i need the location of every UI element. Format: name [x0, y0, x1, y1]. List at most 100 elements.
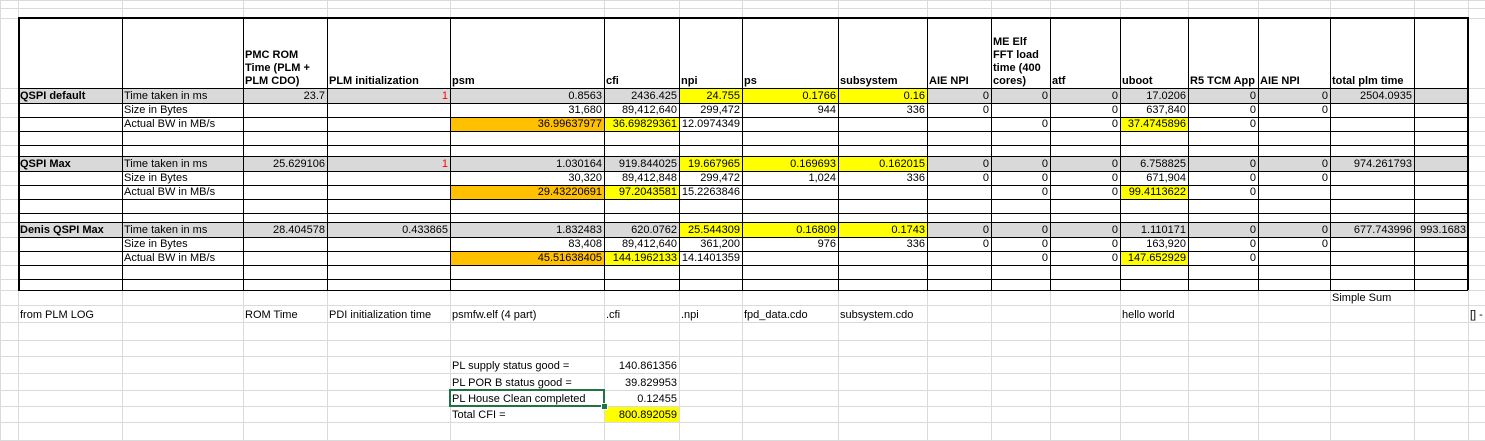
value-cell[interactable]: 336 [906, 238, 925, 250]
column-header-atf[interactable]: atf [1052, 75, 1066, 87]
value-cell[interactable]: 677.743996 [1353, 224, 1412, 236]
value-cell[interactable]: 14.1401359 [681, 252, 740, 264]
value-cell[interactable]: 99.4113622 [1128, 186, 1186, 198]
value-cell[interactable]: 97.2043581 [618, 186, 677, 198]
value-cell[interactable]: 974.261793 [1353, 158, 1412, 170]
row-label[interactable]: Size in Bytes [124, 172, 188, 184]
value-cell[interactable]: 45.51638405 [537, 252, 602, 264]
value-cell[interactable]: 19.667965 [688, 158, 740, 170]
value-cell[interactable]: 0.433865 [402, 224, 448, 236]
value-cell[interactable]: 0.1766 [802, 90, 836, 102]
value-cell[interactable]: 83,408 [568, 238, 602, 250]
value-cell[interactable]: 0 [1111, 186, 1118, 198]
column-header-aie-npi2[interactable]: AIE NPI [1260, 75, 1300, 87]
value-cell[interactable]: 0 [1321, 104, 1328, 116]
column-header-total-plm[interactable]: total plm time [1332, 75, 1404, 87]
pl-stat-value[interactable]: 39.829953 [625, 377, 677, 389]
value-cell[interactable]: 1.110171 [1140, 224, 1186, 236]
value-cell[interactable]: 37.4745896 [1127, 118, 1186, 130]
value-cell[interactable]: 0 [1111, 118, 1118, 130]
value-cell[interactable]: 1 [441, 90, 448, 102]
value-cell[interactable]: 0.162015 [879, 158, 925, 170]
value-cell[interactable]: 15.2263846 [681, 186, 740, 198]
value-cell[interactable]: 0 [1111, 238, 1118, 250]
value-cell[interactable]: 361,200 [700, 238, 740, 250]
value-cell[interactable]: 0 [1111, 104, 1118, 116]
plm-log-rom[interactable]: ROM Time [245, 309, 298, 321]
value-cell[interactable]: 336 [906, 104, 925, 116]
pl-stat-value[interactable]: 0.12455 [637, 393, 677, 405]
value-cell[interactable]: 1,024 [808, 172, 836, 184]
pl-stat-value[interactable]: 140.861356 [618, 360, 677, 372]
value-cell[interactable]: 0 [1041, 252, 1048, 264]
value-cell[interactable]: 0 [1041, 224, 1048, 236]
value-cell[interactable]: 0 [1041, 158, 1048, 170]
plm-log-pdi[interactable]: PDI initialization time [329, 309, 432, 321]
value-cell[interactable]: 0 [1249, 158, 1256, 170]
value-cell[interactable]: 0.16809 [796, 224, 836, 236]
value-cell[interactable]: 0 [1041, 118, 1048, 130]
value-cell[interactable]: 0 [1249, 224, 1256, 236]
value-cell[interactable]: 0 [1041, 186, 1048, 198]
value-cell[interactable]: 0 [1249, 118, 1256, 130]
value-cell[interactable]: 0.16 [903, 90, 925, 102]
row-label[interactable]: Time taken in ms [124, 224, 208, 236]
active-cell-selection[interactable] [449, 389, 605, 407]
value-cell[interactable]: 1 [441, 158, 448, 170]
value-cell[interactable]: 299,472 [700, 172, 740, 184]
value-cell[interactable]: 36.99637977 [537, 118, 602, 130]
value-cell[interactable]: 36.69829361 [612, 118, 677, 130]
value-cell[interactable]: 620.0762 [631, 224, 677, 236]
value-cell[interactable]: 919.844025 [618, 158, 677, 170]
value-cell[interactable]: 299,472 [700, 104, 740, 116]
value-cell[interactable]: 993.1683 [1420, 224, 1466, 236]
plm-log-label[interactable]: from PLM LOG [20, 309, 94, 321]
value-cell[interactable]: 0 [1249, 252, 1256, 264]
row-label[interactable]: Actual BW in MB/s [124, 118, 216, 130]
row-label[interactable]: Size in Bytes [124, 238, 188, 250]
column-header-r5-tcm[interactable]: R5 TCM App [1190, 75, 1255, 87]
pl-stat-label[interactable]: PL supply status good = [452, 360, 570, 372]
value-cell[interactable]: 89,412,848 [621, 172, 677, 184]
value-cell[interactable]: 0 [1321, 90, 1328, 102]
value-cell[interactable]: 0 [1249, 172, 1256, 184]
column-header-psm[interactable]: psm [452, 75, 475, 87]
fill-handle[interactable] [601, 403, 608, 410]
column-header-plm-init[interactable]: PLM initialization [329, 75, 419, 87]
value-cell[interactable]: 0 [1321, 224, 1328, 236]
value-cell[interactable]: 0 [982, 90, 989, 102]
value-cell[interactable]: 637,840 [1146, 104, 1186, 116]
value-cell[interactable]: 23.7 [303, 90, 325, 102]
value-cell[interactable]: 671,904 [1146, 172, 1186, 184]
value-cell[interactable]: 0 [1249, 90, 1256, 102]
value-cell[interactable]: 30,320 [568, 172, 602, 184]
pl-stat-label[interactable]: PL House Clean completed [452, 393, 586, 405]
column-header-subsystem[interactable]: subsystem [840, 75, 898, 87]
value-cell[interactable]: 28.404578 [273, 224, 325, 236]
column-header-me-elf[interactable]: ME Elf FFT load time (400 cores) [993, 36, 1041, 87]
row-label[interactable]: Time taken in ms [124, 90, 208, 102]
value-cell[interactable]: 0 [1041, 90, 1048, 102]
simple-sum-label[interactable]: Simple Sum [1332, 292, 1392, 304]
value-cell[interactable]: 0 [982, 238, 989, 250]
value-cell[interactable]: 147.652929 [1127, 252, 1186, 264]
value-cell[interactable]: 0.169693 [790, 158, 836, 170]
row-label[interactable]: Actual BW in MB/s [124, 252, 216, 264]
value-cell[interactable]: 0.8563 [568, 90, 602, 102]
value-cell[interactable]: 89,412,640 [621, 104, 677, 116]
plm-log-cfi[interactable]: .cfi [606, 309, 621, 321]
value-cell[interactable]: 0 [1041, 238, 1048, 250]
value-cell[interactable]: 25.629106 [273, 158, 325, 170]
value-cell[interactable]: 163,920 [1146, 238, 1186, 250]
value-cell[interactable]: 0 [982, 104, 989, 116]
value-cell[interactable]: 17.0206 [1146, 90, 1186, 102]
row-group-label[interactable]: QSPI Max [20, 158, 71, 170]
value-cell[interactable]: 0.1743 [891, 224, 925, 236]
plm-log-hello[interactable]: hello world [1122, 309, 1175, 321]
value-cell[interactable]: 24.755 [706, 90, 740, 102]
row-label[interactable]: Time taken in ms [124, 158, 208, 170]
value-cell[interactable]: 0 [1249, 238, 1256, 250]
value-cell[interactable]: 2504.0935 [1360, 90, 1412, 102]
value-cell[interactable]: 0 [1111, 172, 1118, 184]
